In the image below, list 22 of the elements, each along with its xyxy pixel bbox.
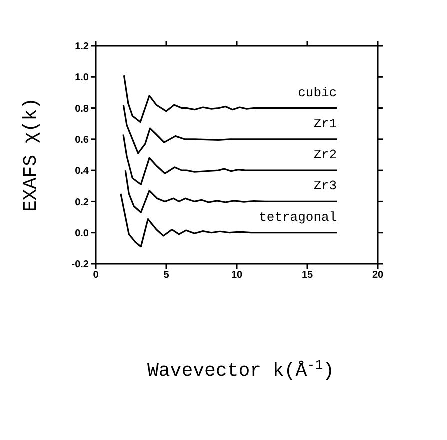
series-label: Zr2 xyxy=(314,148,338,163)
y-tick-label: -0.2 xyxy=(72,260,90,271)
x-axis-title: Wavevector k(Å$^{-1}$) xyxy=(147,358,335,382)
line-series xyxy=(124,170,338,214)
y-tick-label: 1.2 xyxy=(75,42,90,53)
x-tick-label: 15 xyxy=(302,270,314,282)
series-label: cubic xyxy=(298,85,338,100)
y-tick-label: 0.8 xyxy=(75,104,90,115)
y-tick-label: 0.2 xyxy=(75,197,90,208)
series-label: tetragonal xyxy=(259,210,338,225)
series-label: Zr3 xyxy=(314,178,338,194)
x-tick-label: 0 xyxy=(93,270,100,282)
x-tick-label: 10 xyxy=(231,270,243,282)
line-series xyxy=(120,193,338,248)
y-tick-label: 0.4 xyxy=(75,166,90,178)
y-tick-label: 0.0 xyxy=(75,228,90,240)
series-label: Zr1 xyxy=(314,116,338,132)
y-axis-title: EXAFS χ(k) xyxy=(20,98,42,212)
y-tick-label: 1.0 xyxy=(75,72,90,84)
y-tick-label: 0.6 xyxy=(75,134,90,146)
x-tick-label: 20 xyxy=(372,270,384,282)
x-tick-label: 5 xyxy=(164,270,170,282)
